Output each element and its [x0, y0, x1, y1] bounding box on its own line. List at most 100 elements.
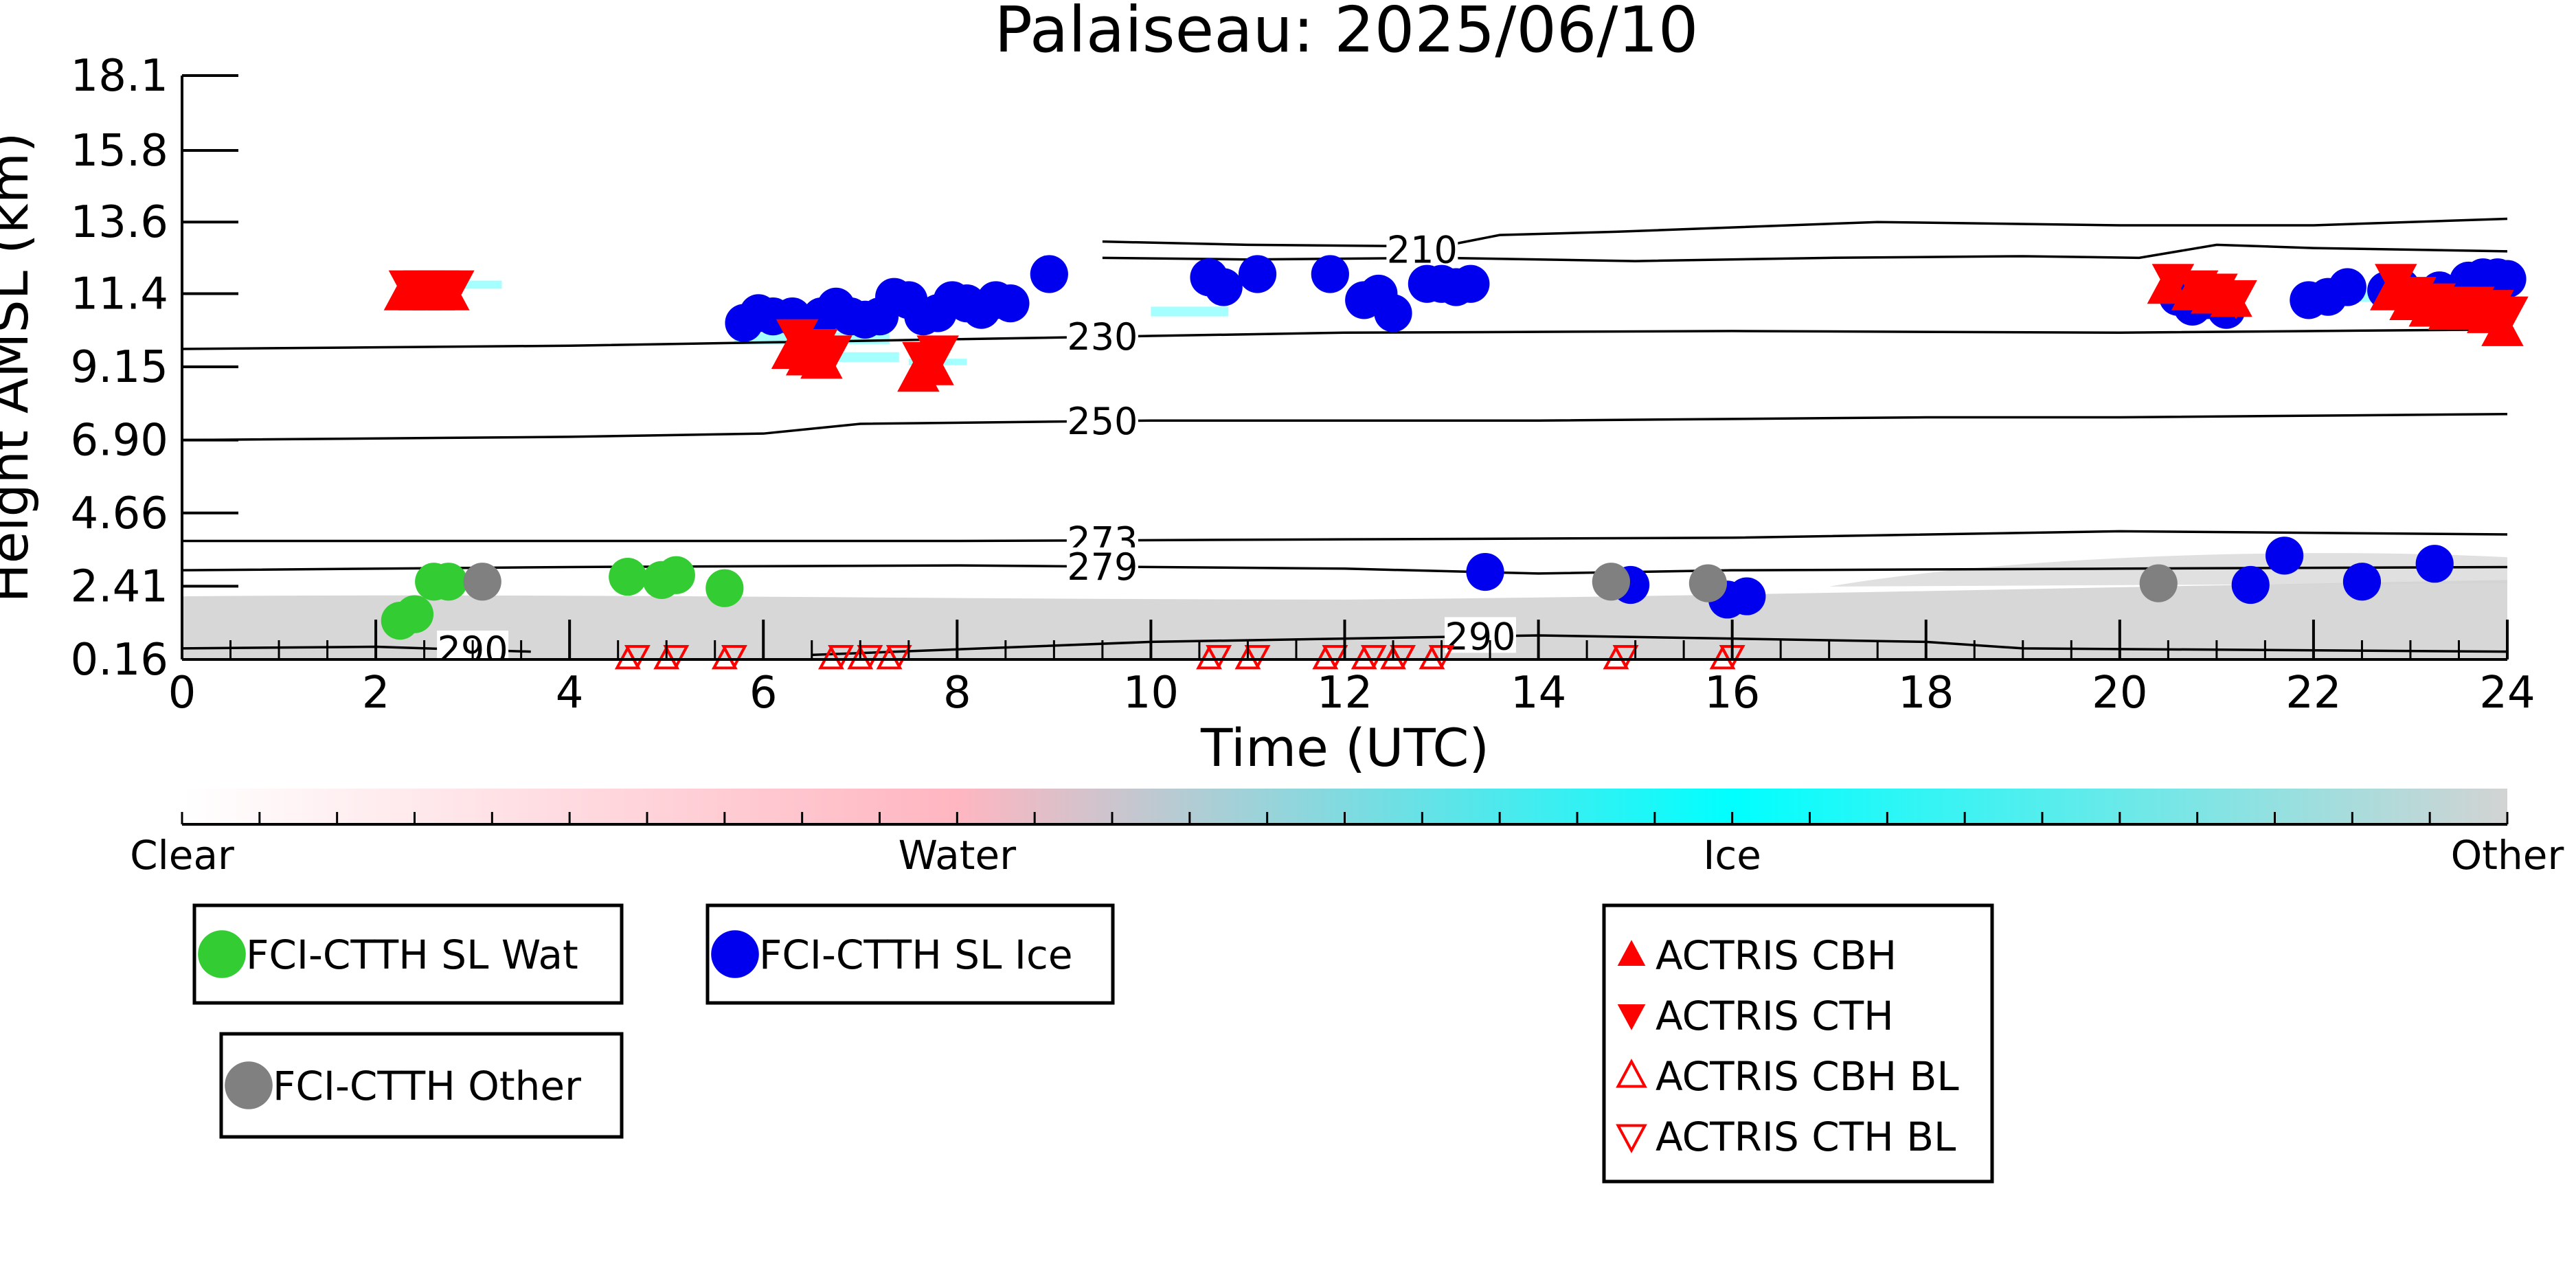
x-tick-label: 6 — [749, 668, 778, 719]
legend-label-actris-cth: ACTRIS CTH — [1656, 993, 1894, 1039]
marker-fci-ctth-other — [1592, 563, 1630, 601]
marker-actris-cth — [916, 335, 959, 375]
legend-label-actris-cbh-bl: ACTRIS CBH BL — [1656, 1053, 1959, 1100]
legend-label-actris-cth-bl: ACTRIS CTH BL — [1656, 1114, 1956, 1160]
isotherm-line — [811, 634, 2507, 657]
marker-actris-cth-bl — [1206, 644, 1232, 670]
legend-label-actris-cbh: ACTRIS CBH — [1656, 932, 1897, 979]
legend-box: ACTRIS CBH ACTRIS CTH ACTRIS CBH BL ACTRIS … — [1602, 903, 1994, 1184]
legend-label-fci-ctth-other: FCI-CTTH Other — [273, 1063, 581, 1109]
legend-label-fci-ctth-sl-wat: FCI-CTTH SL Wat — [246, 931, 578, 978]
marker-actris-cth — [810, 335, 852, 375]
marker-actris-cth-bl — [663, 644, 690, 670]
x-tick-label: 2 — [362, 668, 390, 719]
isotherm-label-bg — [1066, 547, 1138, 583]
isotherm-line — [1102, 217, 2507, 248]
marker-fci-ctth-other — [1688, 564, 1728, 602]
x-tick-label: 0 — [168, 668, 196, 719]
legend-marker-actris-cth — [1617, 1004, 1646, 1030]
ice-mask-area — [1151, 306, 1229, 317]
legend-box: FCI-CTTH Other — [219, 1032, 624, 1139]
y-tick-label: 15.8 — [71, 126, 169, 177]
colorbar-label: Other — [2451, 832, 2564, 879]
marker-layer — [381, 255, 2529, 670]
y-tick-label: 13.6 — [71, 197, 169, 248]
legend-box: FCI-CTTH SL Wat — [192, 903, 624, 1005]
x-tick-label: 12 — [1317, 668, 1372, 719]
marker-fci-ctth-sl-ice — [1451, 264, 1490, 303]
marker-fci-ctth-sl-ice — [1466, 552, 1504, 591]
marker-actris-cth-bl — [624, 644, 651, 670]
isotherm-label-bg — [1066, 317, 1138, 354]
marker-fci-ctth-sl-wat — [429, 563, 468, 601]
x-tick-label: 22 — [2285, 668, 2341, 719]
isotherm-label: 290 — [1445, 615, 1515, 658]
isotherm-label-bg — [1444, 617, 1516, 653]
legend-marker-actris-cbh — [1617, 940, 1646, 967]
marker-actris-cth-bl — [721, 644, 747, 670]
y-axis-ticks: 0.16 2.41 4.66 6.90 9.15 11.4 13.6 15.8 18.1 — [71, 51, 238, 686]
y-tick-label: 9.15 — [71, 342, 169, 393]
marker-fci-ctth-sl-ice — [2266, 536, 2304, 575]
marker-fci-ctth-other — [463, 563, 501, 601]
marker-actris-cth-bl — [1390, 644, 1416, 670]
marker-actris-cth-bl — [857, 644, 883, 670]
colorbar-label: Clear — [130, 832, 234, 879]
colorbar-label: Ice — [1703, 832, 1761, 879]
chart-title: Palaiseau: 2025/06/10 — [995, 0, 1699, 67]
isotherm-label-bg — [1386, 230, 1458, 267]
y-tick-label: 18.1 — [71, 51, 169, 102]
marker-fci-ctth-sl-ice — [2231, 565, 2270, 605]
marker-actris-cth-bl — [828, 644, 855, 670]
marker-fci-ctth-sl-ice — [1238, 255, 1277, 293]
legend-box: FCI-CTTH SL Ice — [705, 903, 1115, 1005]
x-tick-label: 8 — [943, 668, 971, 719]
marker-fci-ctth-sl-ice — [1204, 268, 1243, 306]
marker-fci-ctth-sl-ice — [2488, 260, 2527, 298]
isotherm-label: 210 — [1387, 229, 1458, 272]
isotherm-label: 279 — [1067, 545, 1138, 589]
marker-fci-ctth-other — [2139, 564, 2178, 602]
isotherm-label: 230 — [1067, 315, 1138, 359]
y-tick-label: 11.4 — [71, 269, 169, 319]
colorbar-labels: Clear Water Ice Other — [130, 832, 2564, 879]
x-tick-label: 16 — [1704, 668, 1760, 719]
isotherm-label: 250 — [1067, 400, 1138, 443]
marker-actris-cth-bl — [1360, 644, 1387, 670]
isotherm-line — [182, 413, 2507, 442]
marker-actris-cth-bl — [1612, 644, 1639, 670]
y-tick-label: 0.16 — [71, 635, 169, 686]
marker-fci-ctth-sl-wat — [705, 569, 744, 607]
isotherm-label-bg — [1066, 402, 1138, 438]
x-tick-label: 4 — [556, 668, 584, 719]
y-axis-title: Height AMSL (km) — [0, 132, 40, 602]
marker-fci-ctth-sl-ice — [2415, 545, 2454, 583]
legend-marker-fci-ctth-other — [225, 1061, 273, 1109]
x-tick-label: 24 — [2479, 668, 2535, 719]
legend-frame — [705, 903, 1115, 1005]
marker-fci-ctth-sl-wat — [395, 595, 434, 633]
x-tick-label: 10 — [1123, 668, 1179, 719]
x-axis-title: Time (UTC) — [1200, 717, 1489, 778]
legend-frame — [192, 903, 624, 1005]
legend-marker-fci-ctth-sl-ice — [711, 930, 759, 978]
marker-actris-cth-bl — [1322, 644, 1348, 670]
legend-marker-fci-ctth-sl-wat — [198, 930, 246, 978]
x-tick-label: 14 — [1511, 668, 1566, 719]
colorbar-label: Water — [899, 832, 1017, 879]
legend: FCI-CTTH SL Wat FCI-CTTH SL Ice FCI-CTTH O… — [192, 903, 1994, 1184]
x-tick-label: 18 — [1898, 668, 1954, 719]
x-axis-ticks: 0 2 4 6 8 10 12 14 16 18 20 22 24 — [168, 620, 2535, 719]
legend-frame — [1602, 903, 1994, 1184]
marker-fci-ctth-sl-ice — [991, 284, 1030, 323]
marker-actris-cth — [2215, 280, 2257, 319]
marker-fci-ctth-sl-wat — [609, 558, 647, 596]
marker-fci-ctth-sl-ice — [1374, 294, 1412, 332]
isotherm-line — [1102, 243, 2507, 262]
y-tick-label: 2.41 — [71, 561, 169, 612]
x-tick-label: 20 — [2092, 668, 2147, 719]
colorbar-ticks — [181, 812, 2509, 824]
isotherm-line — [182, 530, 2507, 543]
